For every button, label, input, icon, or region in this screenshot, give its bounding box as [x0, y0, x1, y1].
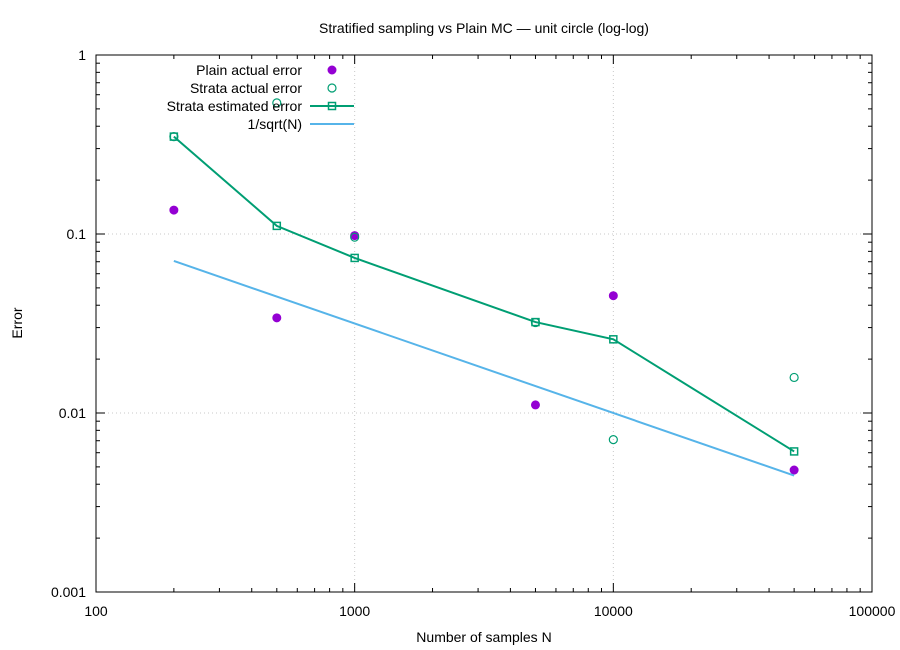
- series-1: [169, 98, 799, 445]
- axis-ticks: 100 1000 10000 100000 0.001 0.01 0.1 1: [51, 47, 896, 619]
- y-tick-label: 0.1: [67, 226, 87, 242]
- series-layer: [169, 98, 799, 477]
- series-2: [169, 132, 799, 456]
- series-0: [169, 205, 799, 475]
- legend-label: 1/sqrt(N): [248, 116, 302, 132]
- x-axis-label: Number of samples N: [416, 629, 551, 645]
- plot-frame: [95, 54, 873, 593]
- data-point: [272, 221, 282, 231]
- grid: [96, 55, 872, 592]
- x-tick-label: 100000: [849, 603, 896, 619]
- legend-marker: [327, 101, 337, 111]
- data-point: [272, 98, 282, 108]
- x-tick-label: 1000: [339, 603, 370, 619]
- x-tick-label: 10000: [594, 603, 633, 619]
- legend-marker: [327, 83, 337, 93]
- chart-title: Stratified sampling vs Plain MC — unit c…: [319, 20, 649, 36]
- series-3: [173, 260, 795, 477]
- data-point: [350, 253, 359, 263]
- data-point: [609, 335, 618, 344]
- series-line: [173, 260, 795, 477]
- data-point: [272, 313, 282, 323]
- data-point: [789, 447, 799, 456]
- data-point: [169, 132, 179, 141]
- data-point: [608, 435, 618, 445]
- legend-label: Strata actual error: [190, 80, 302, 96]
- data-point: [608, 291, 618, 301]
- data-point: [530, 400, 540, 410]
- y-tick-label: 0.01: [59, 405, 86, 421]
- legend-label: Plain actual error: [196, 62, 302, 78]
- y-tick-label: 1: [78, 47, 86, 63]
- data-point: [350, 232, 360, 242]
- series-line: [173, 135, 795, 453]
- legend-label: Strata estimated error: [167, 98, 303, 114]
- legend: Plain actual error Strata actual error Str…: [167, 62, 354, 132]
- data-point: [789, 465, 799, 475]
- y-tick-label: 0.001: [51, 584, 86, 600]
- data-point: [789, 372, 799, 383]
- legend-marker: [327, 65, 337, 75]
- data-point: [169, 205, 179, 215]
- data-point: [531, 317, 540, 327]
- x-tick-label: 100: [84, 603, 108, 619]
- y-axis-label: Error: [9, 307, 25, 338]
